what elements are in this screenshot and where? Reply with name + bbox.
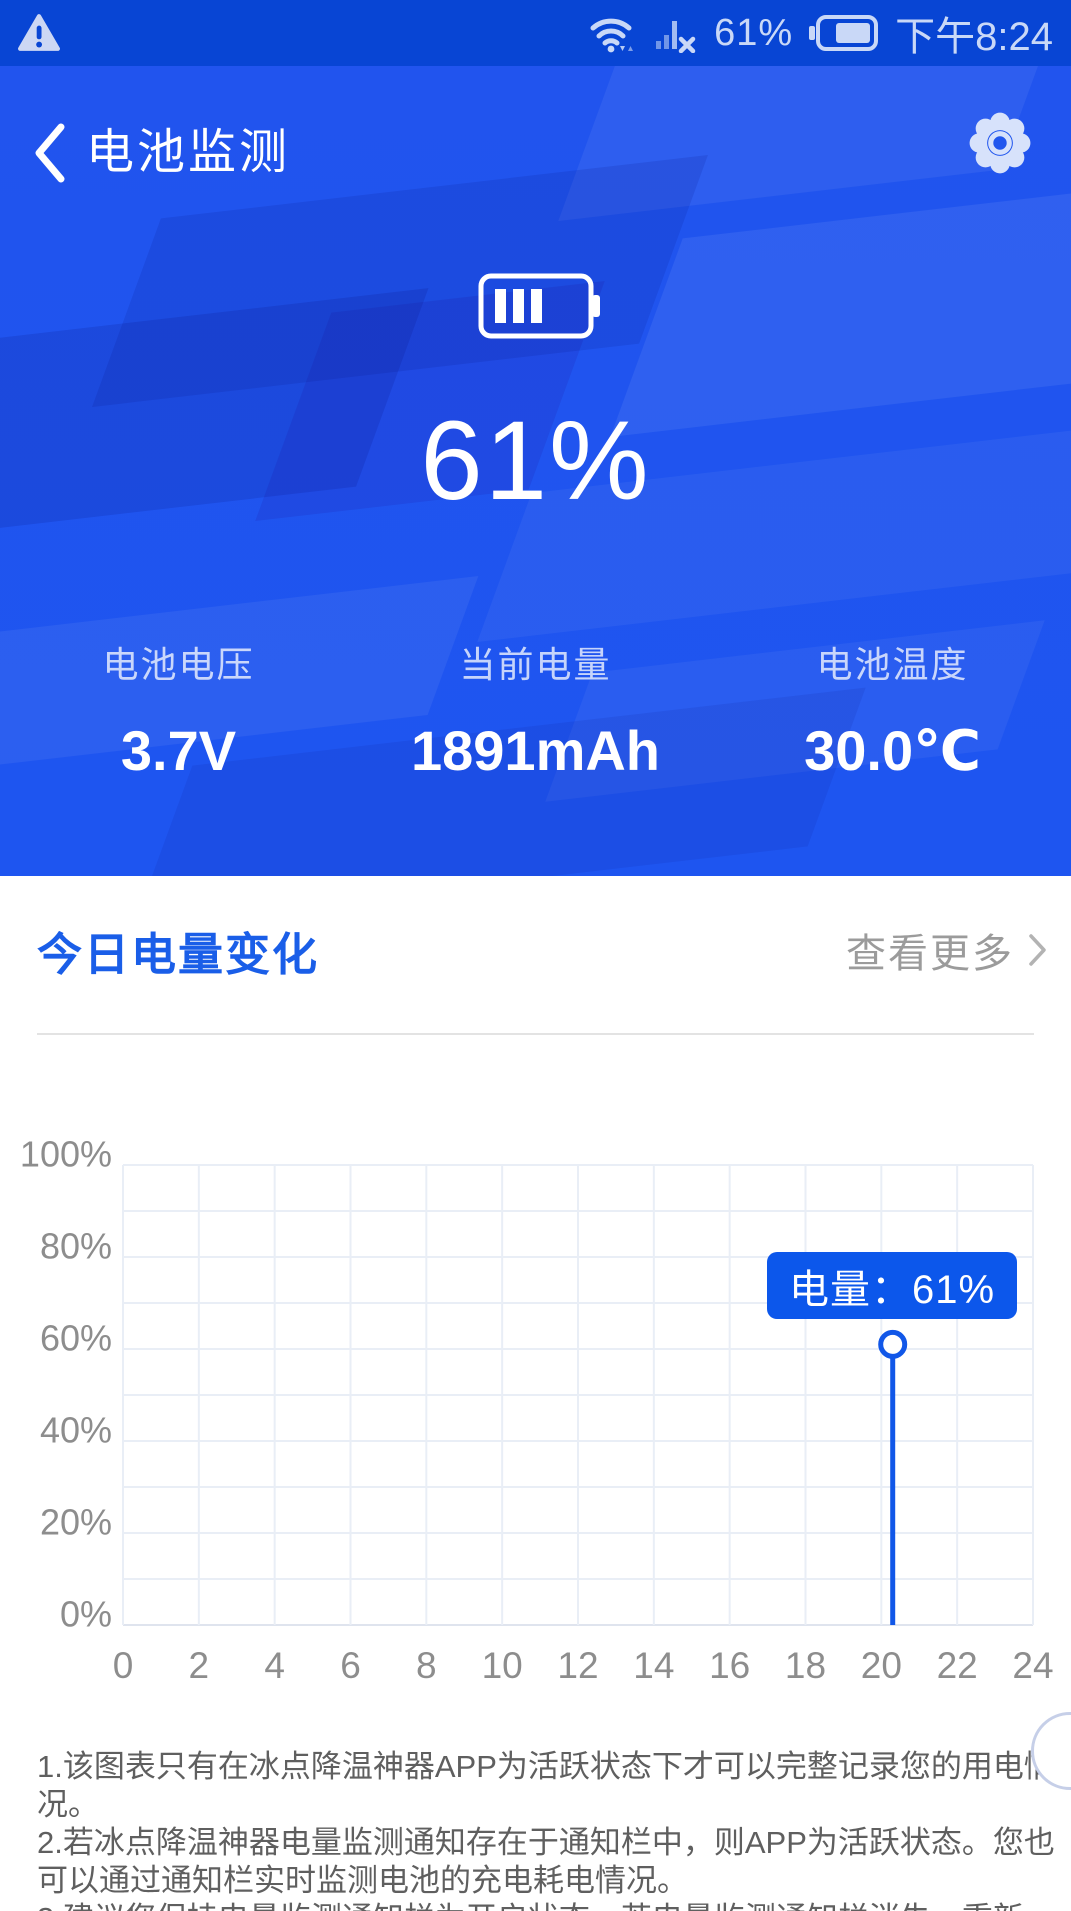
svg-text:2: 2 xyxy=(189,1645,210,1686)
svg-text:4: 4 xyxy=(264,1645,285,1686)
status-icons: 61% 下午8:24 xyxy=(588,4,1053,62)
svg-text:8: 8 xyxy=(416,1645,437,1686)
notes: 1.该图表只有在冰点降温神器APP为活跃状态下才可以完整记录您的用电情况。 2.… xyxy=(37,1748,1057,1911)
svg-text:20: 20 xyxy=(861,1645,902,1686)
svg-text:12: 12 xyxy=(557,1645,598,1686)
divider xyxy=(37,1033,1034,1035)
page-title: 电池监测 xyxy=(86,126,291,179)
svg-text:60%: 60% xyxy=(40,1318,112,1359)
svg-text:0%: 0% xyxy=(60,1594,112,1635)
stat-temperature: 电池温度 30.0℃ xyxy=(714,636,1071,784)
view-more-label: 查看更多 xyxy=(846,932,1014,976)
battery-line-chart[interactable]: 0%20%40%60%80%100%0 2 4 6 8 10 12 14 16 18 20 22 24 xyxy=(0,1100,1071,1740)
stats-row: 电池电压 3.7V 当前电量 1891mAh 电池温度 30.0℃ xyxy=(0,636,1071,784)
nav-bar: 电池监测 xyxy=(0,96,1071,206)
svg-text:18: 18 xyxy=(785,1645,826,1686)
chevron-right-icon xyxy=(1029,934,1046,966)
stat-voltage: 电池电压 3.7V xyxy=(0,636,357,784)
section-title: 今日电量变化 xyxy=(37,928,320,980)
stat-value: 3.7V xyxy=(120,719,237,782)
view-more-link[interactable]: 查看更多 xyxy=(846,921,1048,979)
wifi-icon xyxy=(590,18,634,53)
hero-header: 电池监测 xyxy=(0,66,1071,876)
svg-text:16: 16 xyxy=(709,1645,750,1686)
section-header: 今日电量变化 查看更多 xyxy=(37,905,1048,995)
svg-text:20%: 20% xyxy=(40,1502,112,1543)
svg-text:24: 24 xyxy=(1012,1645,1053,1686)
chart-tooltip: 电量：61% xyxy=(767,1252,1017,1319)
stat-label: 电池温度 xyxy=(816,644,969,685)
chevron-left-icon xyxy=(35,123,65,183)
back-button[interactable] xyxy=(20,118,80,188)
svg-text:6: 6 xyxy=(340,1645,361,1686)
stat-label: 当前电量 xyxy=(459,644,612,685)
gear-icon xyxy=(969,112,1031,174)
stat-label: 电池电压 xyxy=(102,644,255,685)
settings-button[interactable] xyxy=(965,108,1035,178)
battery-icon xyxy=(478,273,600,339)
svg-text:0: 0 xyxy=(113,1645,134,1686)
battery-percent: 61% xyxy=(420,398,651,523)
svg-text:40%: 40% xyxy=(40,1410,112,1451)
warning-icon xyxy=(18,14,60,51)
status-battery-percent: 61% xyxy=(714,11,794,54)
svg-text:100%: 100% xyxy=(20,1134,112,1175)
status-bar: 61% 下午8:24 xyxy=(0,0,1071,66)
svg-text:22: 22 xyxy=(937,1645,978,1686)
svg-text:10: 10 xyxy=(482,1645,523,1686)
stat-value: 30.0℃ xyxy=(804,719,981,782)
status-time: 下午8:24 xyxy=(895,15,1053,59)
note-item: 3.建议您保持电量监测通知栏为开启状态，若电量监测通知栏消失，重新 xyxy=(37,1900,1057,1911)
stat-value: 1891mAh xyxy=(410,719,661,782)
svg-text:14: 14 xyxy=(633,1645,674,1686)
battery-status-icon xyxy=(809,15,879,51)
note-item: 2.若冰点降温神器电量监测通知存在于通知栏中，则APP为活跃状态。您也可以通过通… xyxy=(37,1825,1055,1898)
stat-capacity: 当前电量 1891mAh xyxy=(357,636,714,784)
signal-off-icon xyxy=(656,21,696,53)
svg-text:80%: 80% xyxy=(40,1226,112,1267)
note-item: 1.该图表只有在冰点降温神器APP为活跃状态下才可以完整记录您的用电情况。 xyxy=(37,1749,1055,1822)
